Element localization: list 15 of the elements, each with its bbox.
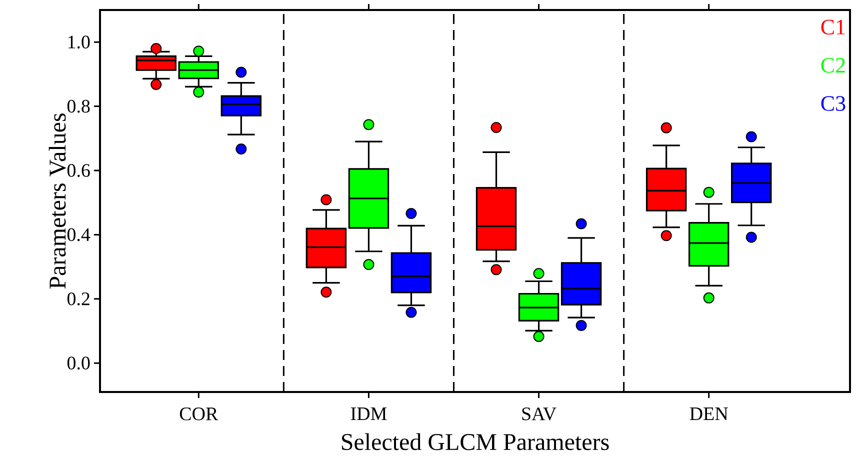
x-tick-label: COR [180, 408, 218, 420]
y-axis-title: Parameters Values [48, 114, 66, 289]
y-tick-label: 0.0 [67, 356, 90, 370]
text: C2 [821, 58, 845, 73]
x-tick-label: DEN [690, 408, 728, 420]
x-tick-label: IDM [350, 408, 387, 420]
x-tick-label: SAV [522, 408, 556, 420]
x-axis-title: Selected GLCM Parameters [342, 433, 609, 450]
y-tick-label: 0.2 [67, 292, 90, 306]
y-tick-label: 0.6 [67, 164, 90, 177]
y-tick-label: 1.0 [68, 36, 90, 49]
y-tick-label: 0.4 [67, 228, 90, 242]
text: C1 [821, 20, 845, 35]
y-tick-label: 0.8 [67, 100, 90, 113]
text: C3 [821, 96, 846, 111]
